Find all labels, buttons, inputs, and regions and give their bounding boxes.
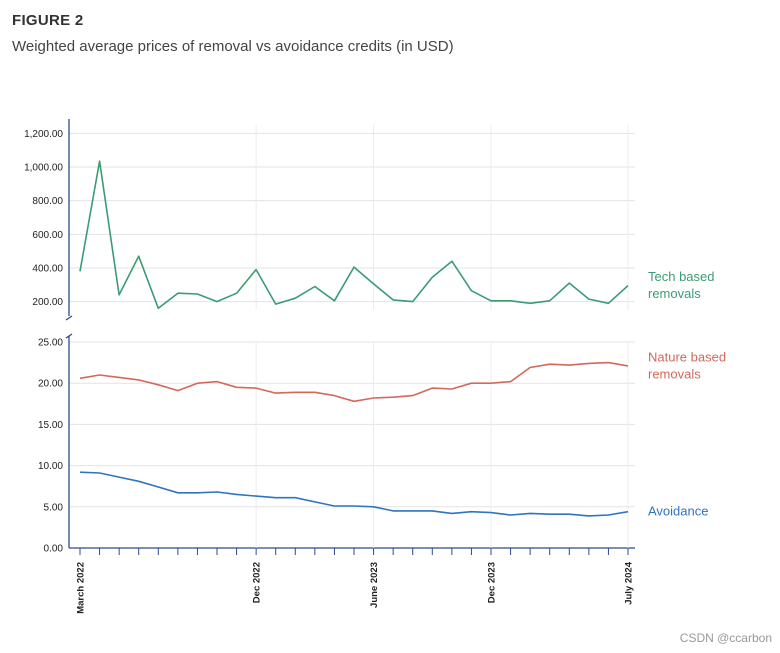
y-tick-label: 600.00 (32, 230, 63, 241)
y-tick-label: 10.00 (38, 461, 63, 472)
x-tick-label: Dec 2022 (252, 562, 263, 603)
y-tick-label: 0.00 (44, 544, 64, 555)
series-line-nature-based-removals (79, 361, 629, 403)
figure-label: FIGURE 2 (12, 12, 84, 29)
series-label: Nature based (648, 349, 726, 364)
series-label: removals (648, 286, 701, 301)
x-tick-label: June 2023 (369, 562, 380, 608)
x-tick-label: March 2022 (76, 562, 87, 614)
series-line-tech-based-removals (79, 160, 629, 310)
y-tick-label: 25.00 (38, 338, 63, 349)
series-line-avoidance (79, 471, 629, 517)
series-label: Tech based (648, 269, 715, 284)
y-tick-label: 400.00 (32, 263, 63, 274)
chart-title: Weighted average prices of removal vs av… (12, 38, 454, 55)
y-tick-label: 15.00 (38, 420, 63, 431)
watermark: CSDN @ccarbon (679, 631, 772, 645)
y-tick-label: 20.00 (38, 379, 63, 390)
y-tick-label: 1,200.00 (24, 129, 63, 140)
y-tick-label: 1,000.00 (24, 163, 63, 174)
series-label: removals (648, 366, 701, 381)
x-tick-label: July 2024 (624, 561, 635, 604)
axis-break-mark (65, 333, 73, 339)
x-tick-label: Dec 2023 (487, 562, 498, 603)
y-tick-label: 200.00 (32, 297, 63, 308)
y-tick-label: 5.00 (44, 502, 64, 513)
y-tick-label: 800.00 (32, 196, 63, 207)
axis-break-mark (65, 315, 73, 321)
series-label: Avoidance (648, 504, 708, 519)
